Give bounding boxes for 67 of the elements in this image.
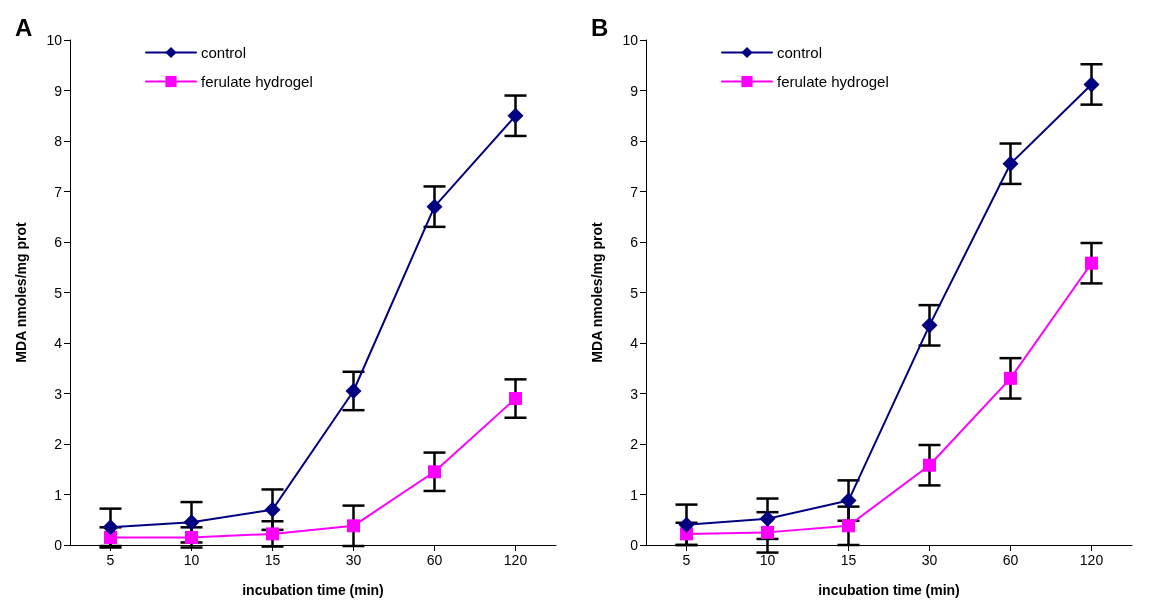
point — [104, 530, 117, 544]
point — [264, 501, 281, 518]
y-tick-label: 8 — [54, 133, 63, 149]
y-axis-title: MDA nmoles/mg prot — [589, 222, 605, 363]
point — [761, 525, 774, 539]
chart-title: B — [591, 13, 609, 41]
legend-label: control — [201, 44, 247, 61]
x-axis-title: incubation time (min) — [818, 582, 960, 598]
y-tick-label: 3 — [630, 385, 639, 402]
point — [1083, 76, 1100, 93]
point — [759, 510, 776, 527]
x-tick-label: 120 — [1079, 552, 1104, 568]
point — [1002, 155, 1019, 172]
x-tick-label: 10 — [759, 552, 776, 568]
y-tick-label: 7 — [630, 183, 639, 200]
point — [185, 530, 198, 544]
y-tick-label: 5 — [630, 284, 639, 301]
x-tick-label: 10 — [183, 552, 200, 568]
y-tick-label: 0 — [54, 537, 63, 553]
point — [266, 527, 279, 541]
chart-title: A — [15, 13, 33, 41]
point — [678, 516, 695, 533]
legend-label: ferulate hydrogel — [777, 73, 889, 90]
point — [923, 458, 936, 472]
x-tick-label: 15 — [264, 552, 281, 568]
y-tick-label: 9 — [54, 82, 63, 99]
y-tick-label: 4 — [630, 335, 639, 351]
y-tick-label: 4 — [54, 335, 63, 351]
y-tick-label: 6 — [54, 234, 63, 250]
point — [1004, 371, 1017, 385]
y-tick-label: 10 — [46, 32, 63, 48]
point — [840, 492, 857, 509]
point — [507, 107, 524, 124]
x-tick-label: 120 — [503, 552, 528, 568]
legend-label: control — [777, 44, 823, 61]
point — [428, 465, 441, 479]
point — [102, 519, 119, 536]
x-tick-label: 60 — [426, 552, 443, 568]
y-tick-label: 6 — [630, 234, 639, 250]
point — [345, 382, 362, 399]
y-tick-label: 7 — [54, 183, 63, 200]
y-tick-label: 1 — [54, 486, 63, 503]
point — [1085, 256, 1098, 270]
legend-label: ferulate hydrogel — [201, 73, 313, 90]
point — [509, 392, 522, 406]
x-tick-label: 30 — [921, 552, 938, 568]
x-tick-label: 5 — [106, 552, 115, 568]
x-axis-title: incubation time (min) — [242, 582, 384, 598]
y-axis-title: MDA nmoles/mg prot — [13, 222, 29, 363]
x-tick-label: 60 — [1002, 552, 1019, 568]
point — [921, 317, 938, 334]
y-tick-label: 3 — [54, 385, 63, 402]
point — [426, 198, 443, 215]
x-tick-label: 5 — [682, 552, 691, 568]
x-tick-label: 15 — [840, 552, 857, 568]
x-tick-label: 30 — [345, 552, 362, 568]
point — [183, 514, 200, 531]
y-tick-label: 2 — [54, 436, 63, 452]
point — [842, 519, 855, 533]
y-tick-label: 9 — [630, 82, 639, 99]
y-tick-label: 2 — [630, 436, 639, 452]
y-tick-label: 10 — [622, 32, 639, 48]
y-tick-label: 8 — [630, 133, 639, 149]
y-tick-label: 1 — [630, 486, 639, 503]
point — [347, 519, 360, 533]
y-tick-label: 5 — [54, 284, 63, 301]
y-tick-label: 0 — [630, 537, 639, 553]
